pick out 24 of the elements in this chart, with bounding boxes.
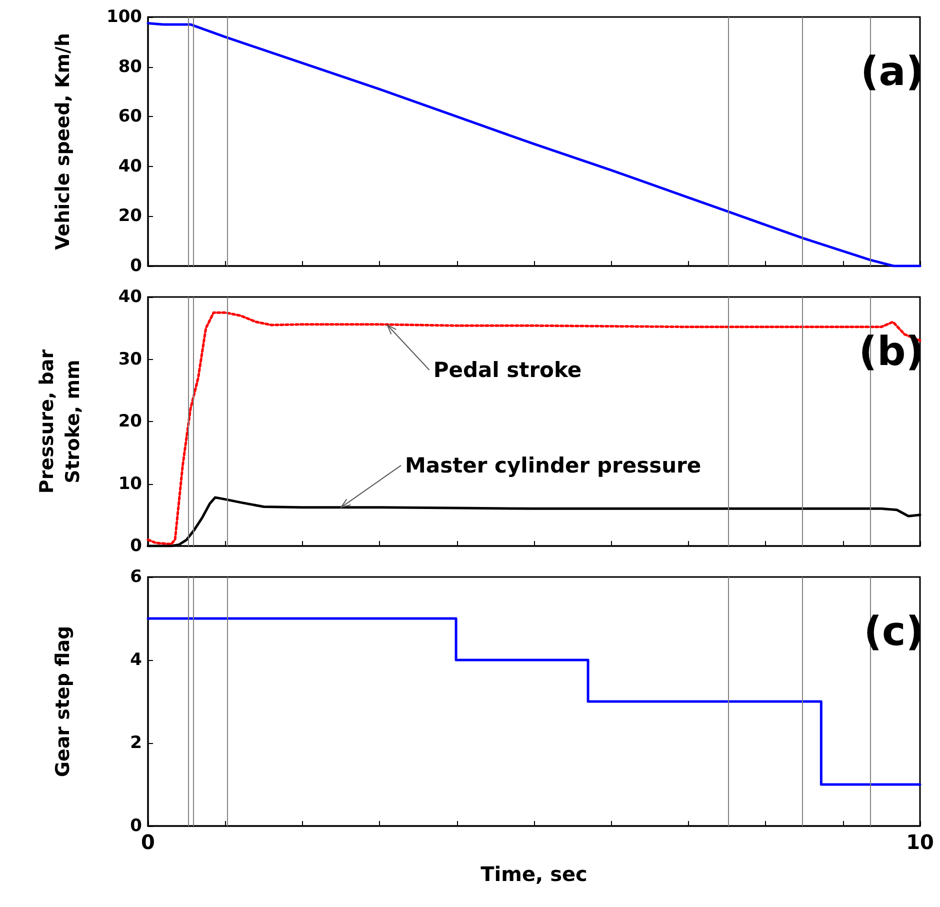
y-tick-label: 10 bbox=[118, 474, 142, 494]
y-tick-label: 2 bbox=[130, 733, 142, 753]
y-axis-title: Gear step flag bbox=[52, 626, 74, 778]
y-tick-label: 30 bbox=[118, 349, 142, 370]
y-tick-label: 60 bbox=[118, 106, 142, 127]
annotation: (a) bbox=[860, 49, 924, 95]
annotation: (b) bbox=[858, 329, 924, 375]
y-tick-label: 100 bbox=[106, 7, 142, 27]
y-tick-label: 0 bbox=[130, 816, 142, 836]
y-tick-label: 40 bbox=[118, 156, 142, 176]
y-tick-label: 0 bbox=[130, 536, 142, 556]
y-tick-label: 20 bbox=[118, 206, 142, 226]
y-axis-title: Pressure, bar Stroke, mm bbox=[36, 348, 84, 494]
y-tick-label: 40 bbox=[118, 287, 142, 307]
annotation: Pedal stroke bbox=[433, 358, 582, 382]
y-tick-label: 20 bbox=[118, 412, 142, 432]
annotation: (c) bbox=[864, 609, 924, 655]
x-axis-title: Time, sec bbox=[480, 862, 588, 886]
annotation: Master cylinder pressure bbox=[405, 453, 702, 478]
y-tick-label: 0 bbox=[130, 256, 142, 276]
y-tick-label: 6 bbox=[130, 567, 142, 587]
y-axis-title: Vehicle speed, Km/h bbox=[52, 33, 74, 250]
y-tick-label: 4 bbox=[130, 650, 142, 670]
y-tick-label: 80 bbox=[118, 56, 142, 77]
